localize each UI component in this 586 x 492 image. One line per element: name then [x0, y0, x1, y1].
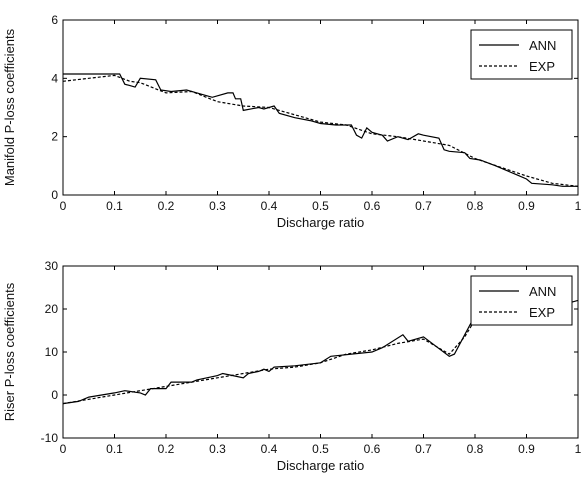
- x-tick-label: 0.2: [158, 199, 175, 213]
- y-tick-label: 2: [51, 130, 58, 144]
- legend-label-ann: ANN: [529, 284, 556, 299]
- chart-2: 0 0.1 0.2 0.3 0.4 0.5 0.6 0.7 0.8 0.9 1-100102030D…: [2, 259, 582, 473]
- y-axis-label: Manifold P-loss coefficients: [2, 28, 17, 186]
- legend-label-exp: EXP: [529, 305, 555, 320]
- legend-label-ann: ANN: [529, 38, 556, 53]
- y-tick-label: 0: [51, 388, 58, 402]
- x-tick-label: 0.8: [467, 199, 484, 213]
- y-tick-label: 10: [45, 345, 59, 359]
- series-line-exp: [63, 319, 476, 405]
- x-tick-label: 0: [60, 199, 67, 213]
- x-tick-label: 0.1: [106, 442, 123, 456]
- x-tick-label: 1: [575, 199, 582, 213]
- x-tick-label: 0.6: [364, 199, 381, 213]
- x-tick-label: 0.3: [209, 442, 226, 456]
- x-tick-label: 0.3: [209, 199, 226, 213]
- x-tick-label: 0: [60, 442, 67, 456]
- y-axis-label: Riser P-loss coefficients: [2, 282, 17, 421]
- legend-label-exp: EXP: [529, 59, 555, 74]
- y-tick-label: 30: [45, 259, 59, 273]
- series-line-ann: [63, 299, 578, 405]
- x-tick-label: 0.4: [261, 442, 278, 456]
- y-tick-label: -10: [41, 431, 59, 445]
- x-tick-label: 0.2: [158, 442, 175, 456]
- y-tick-label: 20: [45, 302, 59, 316]
- x-tick-label: 0.5: [312, 442, 329, 456]
- x-tick-label: 0.8: [467, 442, 484, 456]
- y-tick-label: 0: [51, 188, 58, 202]
- x-axis-label: Discharge ratio: [277, 458, 364, 473]
- x-tick-label: 0.5: [312, 199, 329, 213]
- x-tick-label: 0.9: [518, 199, 535, 213]
- x-tick-label: 1: [575, 442, 582, 456]
- chart-1: 0 0.1 0.2 0.3 0.4 0.5 0.6 0.7 0.8 0.9 1 0 2 4 6 Dischar…: [2, 13, 582, 230]
- y-tick-label: 4: [51, 71, 58, 85]
- x-tick-label: 0.1: [106, 199, 123, 213]
- x-tick-label: 0.7: [415, 442, 432, 456]
- x-tick-label: 0.4: [261, 199, 278, 213]
- x-tick-label: 0.7: [415, 199, 432, 213]
- y-tick-label: 6: [51, 13, 58, 27]
- series-line-exp: [63, 74, 578, 187]
- x-tick-label: 0.6: [364, 442, 381, 456]
- legend: [470, 275, 573, 326]
- x-axis-label: Discharge ratio: [277, 215, 364, 230]
- legend: [470, 29, 573, 80]
- x-tick-label: 0.9: [518, 442, 535, 456]
